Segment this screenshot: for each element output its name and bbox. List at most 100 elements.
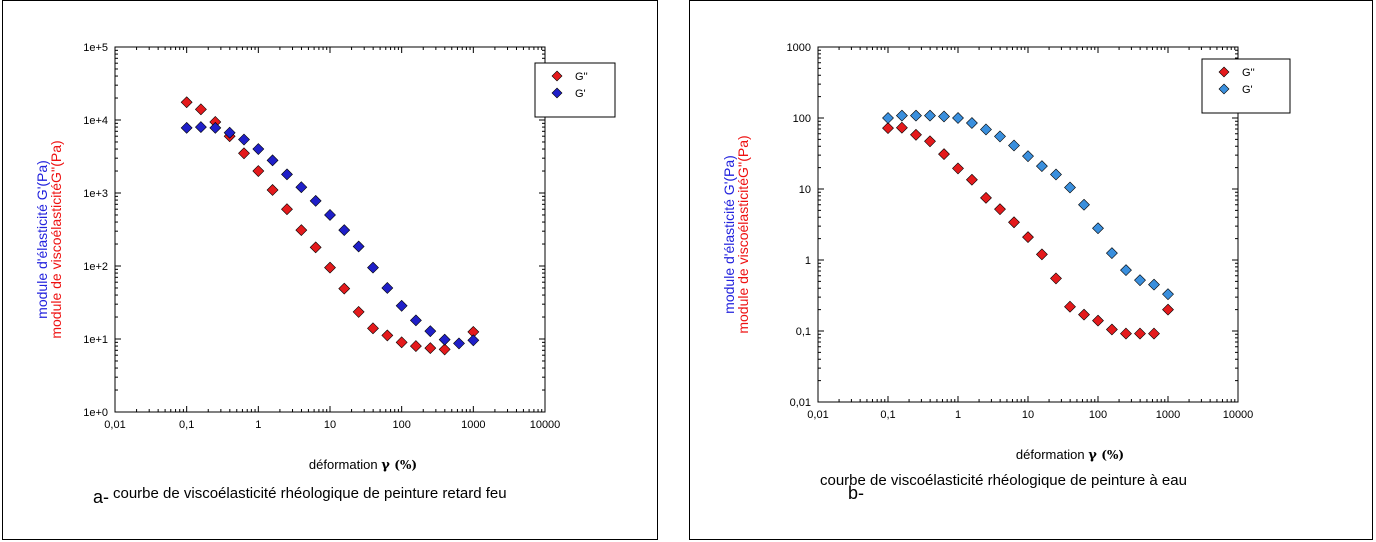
g-prime-point [1092, 222, 1104, 235]
g-prime-point [238, 133, 250, 146]
x-tick-label: 0,01 [807, 409, 828, 421]
chart-panel-b: 0,01 0,1 1 10 100 1000 10000 0,01 0,1 1 10 100 1000 G… [689, 0, 1373, 540]
legend-label: G'' [575, 71, 588, 83]
y-tick-label: 1e+5 [83, 42, 108, 54]
g-double-prime-point [194, 103, 207, 116]
chart-panel-a: 0,01 0,1 1 10 100 1000 10000 1e+0 1e+1 1e+2 1e+3 1e… [2, 0, 658, 540]
g-double-prime-point [1162, 303, 1174, 316]
g-double-prime-point [309, 241, 322, 254]
x-tick-label: 10000 [1223, 409, 1254, 421]
chart-b-svg: 0,01 0,1 1 10 100 1000 10000 0,01 0,1 1 10 100 1000 G… [721, 42, 1291, 503]
g-prime-point [965, 117, 978, 129]
g-prime-point [952, 112, 964, 124]
g-double-prime-point [281, 203, 293, 216]
legend-label: G' [575, 88, 586, 100]
caption-prefix: a- [93, 487, 109, 507]
chart-caption: courbe de viscoélasticité rhéologique de… [113, 485, 507, 502]
g-double-prime-point [424, 342, 437, 355]
x-tick-label: 100 [1089, 409, 1107, 421]
g-prime-point [1022, 150, 1034, 163]
g-double-prime-point [1092, 314, 1104, 327]
g-double-prime-point [180, 96, 193, 109]
g-prime-point [395, 299, 408, 312]
legend-marker [1218, 66, 1230, 78]
x-tick-label: 10 [1022, 409, 1034, 421]
x-tick-label: 0,1 [179, 419, 194, 431]
g-prime-point [223, 126, 236, 139]
plot-frame [114, 46, 546, 413]
g-prime-point [295, 181, 308, 194]
y-tick-label: 100 [793, 113, 811, 125]
g-double-prime-point [994, 203, 1006, 216]
g-double-prime-point [395, 336, 408, 349]
g-prime-point [895, 109, 908, 122]
g-double-prime-point [1078, 308, 1090, 321]
g-double-prime-point [1008, 216, 1020, 229]
g-double-prime-point [409, 340, 422, 352]
legend-marker [551, 70, 563, 82]
g-prime-point [467, 334, 480, 347]
legend-marker [551, 87, 563, 99]
y-tick-label: 1e+0 [83, 407, 108, 419]
y-tick-label: 1000 [787, 42, 811, 54]
g-prime-point [1050, 168, 1062, 181]
g-double-prime-point [338, 282, 351, 295]
g-prime-point [924, 109, 936, 122]
chart-a-svg: 0,01 0,1 1 10 100 1000 10000 1e+0 1e+1 1e+2 1e+3 1e… [34, 42, 616, 507]
legend-marker [1218, 83, 1230, 95]
g-prime-point [266, 154, 279, 167]
y-axis-label-viscoelastic: module de viscoélasticitéG''(Pa) [735, 135, 751, 333]
g-double-prime-point [924, 135, 936, 148]
g-prime-point [910, 109, 922, 122]
x-axis-label: déformation γ (%) [309, 457, 417, 473]
g-prime-point [453, 337, 465, 350]
g-prime-point [381, 282, 394, 294]
g-prime-point [338, 224, 351, 237]
x-tick-label: 10 [324, 419, 336, 431]
legend-label: G' [1242, 84, 1253, 96]
g-double-prime-point [324, 261, 336, 274]
g-prime-point [409, 314, 422, 327]
caption-prefix: b- [848, 483, 864, 503]
y-tick-label: 1e+1 [83, 334, 108, 346]
g-double-prime-point [1064, 300, 1076, 313]
g-double-prime-point [1148, 327, 1160, 340]
y-tick-label: 1e+2 [83, 261, 108, 273]
g-double-prime-point [1022, 231, 1034, 244]
g-prime-point [1134, 274, 1146, 287]
g-double-prime-point [980, 191, 992, 204]
plot-frame [817, 46, 1239, 403]
x-axis-label: déformation γ (%) [1016, 447, 1124, 463]
g-prime-point [1120, 264, 1132, 277]
g-prime-point [1008, 139, 1020, 152]
g-prime-point [1148, 278, 1160, 291]
y-tick-label: 1e+3 [83, 188, 108, 200]
y-tick-label: 0,01 [790, 397, 811, 409]
g-double-prime-point [352, 305, 365, 318]
g-prime-point [194, 121, 207, 133]
x-tick-label: 0,01 [104, 419, 125, 431]
x-tick-label: 100 [392, 419, 410, 431]
g-double-prime-point [882, 122, 894, 135]
g-prime-point [352, 240, 365, 253]
legend-box [1201, 58, 1291, 114]
g-double-prime-point [965, 173, 978, 186]
g-prime-point [209, 121, 222, 134]
y-tick-label: 0,1 [796, 326, 811, 338]
g-prime-point [180, 121, 193, 134]
g-double-prime-point [1120, 327, 1132, 340]
g-double-prime-point [1050, 272, 1062, 285]
x-tick-label: 1 [255, 419, 261, 431]
g-double-prime-point [266, 184, 279, 196]
g-double-prime-point [367, 322, 379, 335]
g-prime-point [424, 325, 437, 338]
y-axis-label-elastic: module d'élasticité G'(Pa) [721, 155, 737, 314]
y-axis-label-elastic: module d'élasticité G'(Pa) [34, 160, 50, 319]
g-prime-point [1162, 288, 1174, 301]
g-double-prime-point [938, 148, 950, 161]
g-double-prime-point [438, 343, 451, 356]
legend-label: G'' [1242, 67, 1255, 79]
g-prime-point [367, 261, 379, 274]
g-double-prime-point [252, 165, 265, 177]
g-prime-point [1078, 198, 1090, 211]
